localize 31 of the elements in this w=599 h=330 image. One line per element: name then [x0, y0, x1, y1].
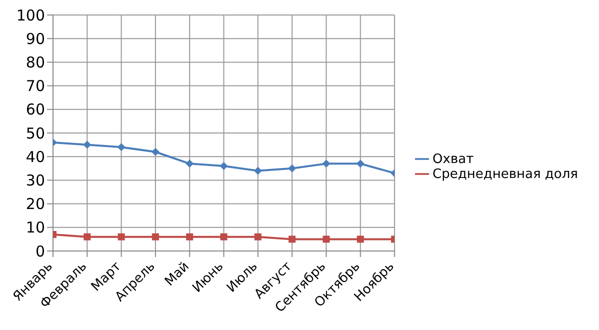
- y-tick-label: 30: [26, 172, 45, 190]
- point: [356, 160, 364, 168]
- point: [322, 236, 330, 243]
- point: [84, 233, 91, 240]
- y-tick-label: 80: [26, 54, 45, 72]
- point: [288, 236, 296, 243]
- y-tick-label: 10: [26, 218, 45, 237]
- point: [322, 160, 330, 168]
- point: [254, 233, 262, 240]
- y-tick-label: 60: [26, 100, 45, 119]
- y-tick-label: 0: [35, 242, 45, 260]
- point: [152, 233, 159, 240]
- y-tick-label: 100: [16, 6, 45, 24]
- point: [151, 148, 160, 156]
- point: [83, 140, 92, 149]
- y-tick-label: 40: [26, 148, 45, 166]
- y-tick-label: 90: [26, 30, 45, 48]
- point: [356, 236, 364, 243]
- point: [254, 166, 262, 175]
- y-tick-label: 70: [26, 77, 45, 96]
- legend-label: Охват: [432, 152, 474, 167]
- legend-label: Среднедневная доля: [432, 167, 578, 182]
- y-tick-label: 50: [26, 124, 45, 142]
- y-tick-label: 20: [26, 195, 45, 214]
- point: [288, 164, 296, 172]
- point: [117, 143, 126, 152]
- point: [186, 233, 194, 240]
- point: [220, 233, 228, 240]
- point: [186, 160, 194, 168]
- point: [220, 162, 228, 170]
- point: [118, 233, 125, 240]
